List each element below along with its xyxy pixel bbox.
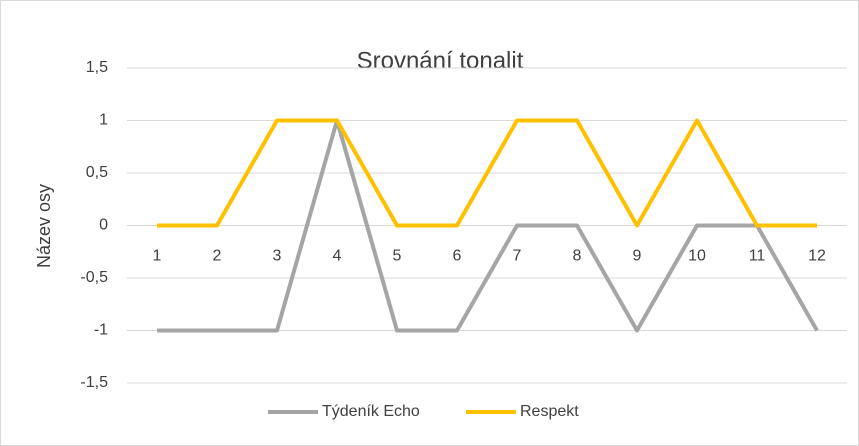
y-axis-label: Název osy: [34, 184, 54, 268]
x-tick-label: 12: [808, 248, 826, 265]
x-tick-label: 6: [453, 248, 462, 265]
series-line: [157, 118, 817, 228]
legend-label: Respekt: [520, 403, 579, 420]
x-tick-label: 7: [513, 248, 522, 265]
x-tick-label: 10: [688, 248, 706, 265]
legend-label: Týdeník Echo: [322, 403, 420, 420]
x-tick-label: 2: [213, 248, 222, 265]
x-tick-label: 3: [273, 248, 282, 265]
x-tick-label: 9: [633, 248, 642, 265]
y-tick-label: 1,5: [86, 59, 108, 76]
chart-title: Srovnání tonalit: [357, 47, 524, 74]
y-tick-label: 1: [99, 112, 108, 129]
y-tick-label: -1: [94, 322, 108, 339]
x-tick-label: 1: [153, 248, 162, 265]
x-tick-label: 4: [333, 248, 342, 265]
x-tick-label: 5: [393, 248, 402, 265]
y-tick-label: -0,5: [80, 269, 108, 286]
x-tick-label: 8: [573, 248, 582, 265]
y-tick-label: -1,5: [80, 374, 108, 391]
x-tick-label: 11: [749, 248, 766, 265]
y-tick-label: 0: [99, 217, 108, 234]
series-line: [157, 118, 819, 333]
y-tick-label: 0,5: [86, 164, 108, 181]
